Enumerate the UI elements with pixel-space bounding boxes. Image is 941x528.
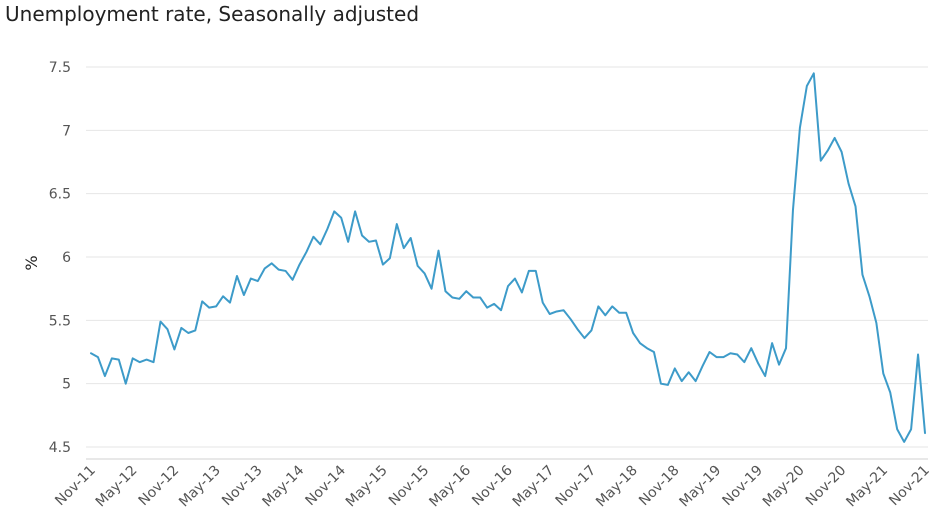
y-tick-label: 5 — [62, 377, 71, 393]
gridlines — [86, 66, 928, 448]
series-layer — [90, 72, 926, 443]
x-tick-label: Nov-19 — [719, 463, 766, 510]
y-axis-title: % — [22, 255, 41, 270]
y-tick-label: 6 — [62, 250, 71, 266]
x-tick-label: May-19 — [677, 463, 725, 511]
x-tick-label: Nov-11 — [52, 463, 99, 510]
y-tick-label: 6.5 — [49, 187, 71, 203]
x-tick-label: Nov-20 — [803, 463, 850, 510]
x-tick-label: Nov-17 — [553, 463, 600, 510]
y-tick-label: 4.5 — [49, 440, 71, 456]
y-tick-label: 7 — [62, 123, 71, 139]
x-tick-label: May-13 — [176, 463, 224, 511]
x-tick-label: May-16 — [426, 462, 474, 510]
x-tick-label: May-17 — [510, 463, 558, 511]
x-tick-label: Nov-16 — [469, 462, 516, 509]
y-tick-label: 7.5 — [49, 60, 71, 76]
x-tick-label: May-14 — [260, 462, 308, 510]
chart-title: Unemployment rate, Seasonally adjusted — [5, 2, 420, 26]
x-tick-label: May-15 — [343, 463, 391, 511]
x-tick-label: Nov-14 — [302, 462, 349, 509]
x-tick-label: Nov-12 — [136, 463, 183, 510]
y-tick-labels: 7.5 7 6.5 6 5.5 5 4.5 — [49, 60, 71, 456]
x-tick-label: May-20 — [760, 463, 808, 511]
x-tick-label: Nov-15 — [386, 463, 433, 510]
x-tick-label: May-21 — [843, 463, 891, 511]
series-line — [90, 72, 926, 443]
y-tick-label: 5.5 — [49, 313, 71, 329]
x-tick-label: Nov-21 — [886, 463, 933, 510]
x-tick-label: Nov-13 — [219, 463, 266, 510]
x-tick-label: May-18 — [593, 463, 641, 511]
x-tick-labels: Nov-11May-12Nov-12May-13Nov-13May-14Nov-… — [52, 462, 933, 510]
x-tick-label: Nov-18 — [636, 463, 683, 510]
x-tick-label: May-12 — [93, 463, 141, 511]
